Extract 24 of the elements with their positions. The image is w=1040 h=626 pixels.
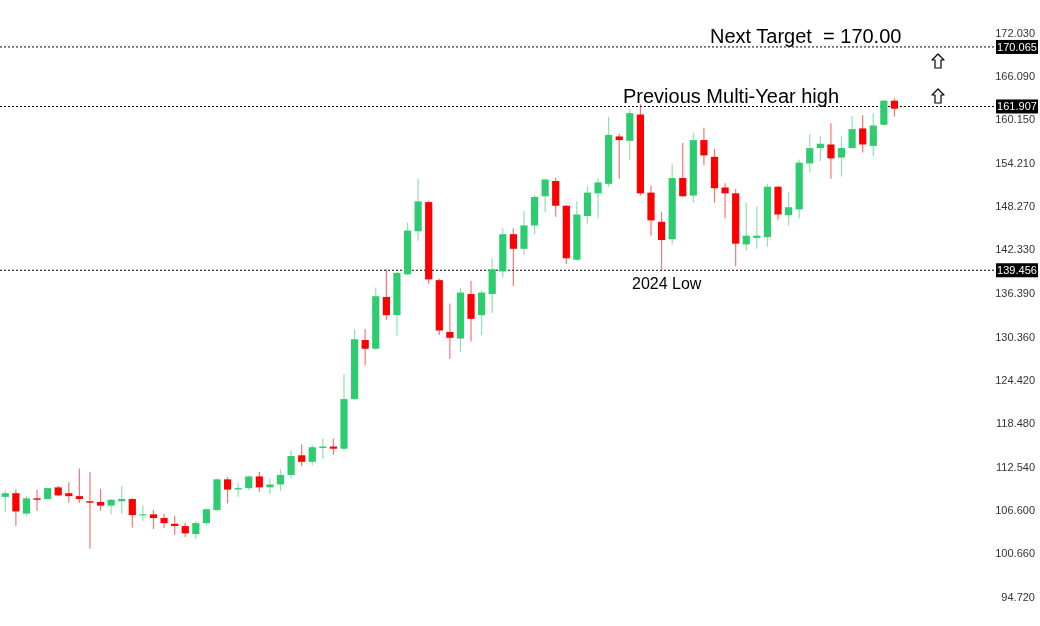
annotation: Next Target = 170.00 [710,24,902,47]
candlestick [107,498,115,515]
y-tick-label: 94.720 [1001,590,1035,603]
y-tick-label: 172.030 [995,26,1035,39]
y-tick-label: 124.420 [995,373,1035,386]
y-tick-label: 166.090 [995,69,1035,82]
candlestick [160,513,168,529]
y-tick-label: 112.540 [996,460,1035,473]
y-tick-label: 136.390 [995,286,1035,299]
annotation: 2024 Low [632,275,702,293]
candlestick [266,478,274,495]
ref-line-label: 161.907 [997,100,1037,113]
y-tick-label: 160.150 [995,113,1035,126]
annotation: Previous Multi-Year high [623,85,840,108]
y-tick-label: 100.660 [995,547,1035,560]
candlestick [139,505,147,522]
y-tick-label: 106.600 [995,503,1035,516]
y-tick-label: 154.210 [995,156,1035,169]
y-tick-label: 118.480 [996,417,1035,430]
y-tick-label: 148.270 [995,199,1035,212]
ref-line-label: 139.456 [997,264,1037,277]
ref-line-label: 170.065 [997,40,1037,53]
y-tick-label: 142.330 [995,243,1035,256]
y-tick-label: 130.360 [995,330,1035,343]
